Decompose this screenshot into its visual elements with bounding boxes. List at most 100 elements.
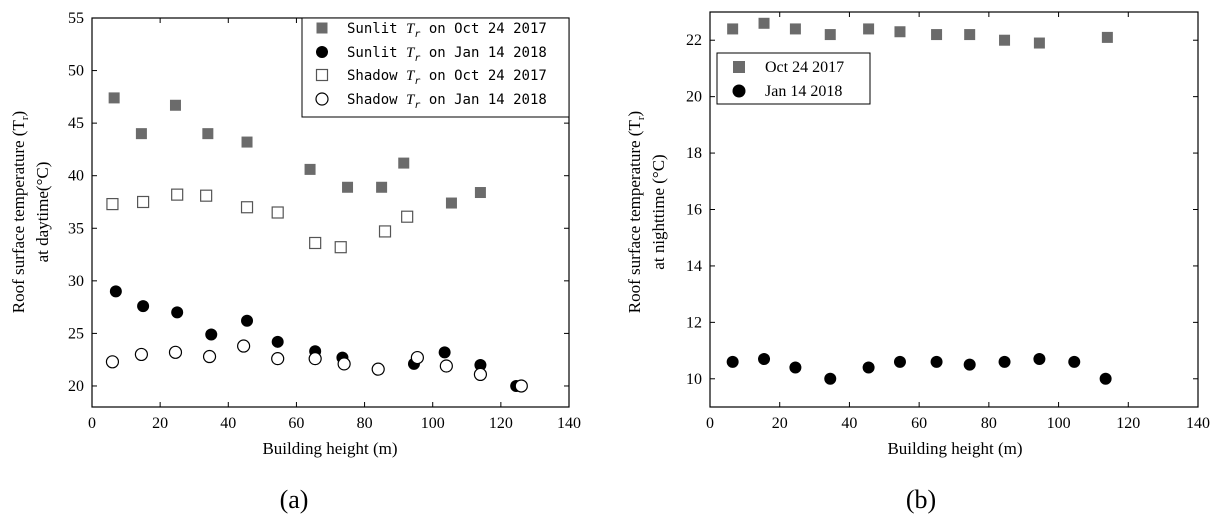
panel-a-series-2-point — [401, 210, 414, 223]
panel-b-ticks: 0 20 40 60 80 100 120 140 10 12 14 16 18 20 22 — [686, 12, 1210, 432]
panel-a-legend-label-3: Shadow Tr on Jan 14 2018 — [347, 92, 547, 111]
panel-b-series-1-point — [726, 355, 739, 368]
panel-a-series-3-point — [168, 345, 183, 359]
panel-b-series-0-point — [1101, 31, 1113, 43]
panel-b-y-tick-label: 18 — [686, 145, 702, 162]
panel-b-series-1-point — [930, 355, 943, 368]
panel-a-series-3-point — [105, 355, 120, 369]
panel-a-y-tick-label: 20 — [68, 378, 84, 395]
panel-b-legend-label-0: Oct 24 2017 — [765, 59, 844, 76]
panel-a-legend-marker-0 — [316, 22, 328, 34]
panel-b-series-1-point — [862, 361, 875, 374]
panel-a-series-3-point — [473, 367, 488, 382]
panel-a-series-1-point — [171, 306, 184, 319]
panel-b-series-0-point — [999, 34, 1011, 46]
panel-b-series-1-point — [758, 353, 771, 366]
panel-b-data-marks — [726, 17, 1113, 385]
panel-a-series-0-point — [202, 128, 214, 140]
panel-b-series-1-point — [1068, 355, 1081, 368]
panel-a-x-tick-label: 20 — [152, 415, 168, 432]
panel-a-series-1-point — [438, 346, 451, 359]
panel-a-ticks: 0 20 40 60 80 100 120 140 20 25 30 35 40 45 50 55 — [68, 10, 581, 432]
panel-b-x-tick-label: 0 — [706, 415, 714, 432]
panel-a-x-tick-label: 60 — [288, 415, 304, 432]
panel-a-series-2-point — [334, 241, 347, 254]
panel-a-series-1-point — [205, 328, 218, 341]
panel-b-x-tick-label: 140 — [1186, 415, 1210, 432]
panel-b-series-1-point — [824, 372, 837, 385]
panel-a-x-tick-label: 40 — [220, 415, 236, 432]
panel-b-label: (b) — [906, 485, 936, 514]
chart-panel-a: 0 20 40 60 80 100 120 140 20 25 30 35 40 45 50 55 Build… — [9, 10, 581, 514]
panel-a-y-tick-label: 45 — [68, 115, 84, 132]
panel-a-y-axis-title-line2: at daytime(°C) — [33, 162, 52, 263]
panel-b-series-0-point — [758, 17, 770, 29]
panel-b-x-axis-title: Building height (m) — [887, 439, 1022, 458]
panel-b-x-tick-label: 40 — [841, 415, 857, 432]
panel-a-legend-label-1: Sunlit Tr on Jan 14 2018 — [347, 45, 547, 64]
panel-b-series-1-point — [789, 361, 802, 374]
panel-a-series-3-point — [439, 359, 453, 373]
panel-a-series-3-point — [271, 352, 285, 366]
panel-b-y-tick-label: 20 — [686, 89, 702, 106]
panel-b-x-tick-label: 80 — [981, 415, 997, 432]
panel-a-series-2-point — [137, 195, 150, 209]
panel-a-x-tick-label: 120 — [489, 415, 513, 432]
panel-a-series-0-point — [135, 128, 147, 140]
panel-b-series-1-point — [893, 355, 906, 368]
panel-b-series-0-point — [931, 29, 943, 41]
panel-a-series-3-point — [337, 357, 351, 371]
panel-b-series-0-point — [1033, 37, 1045, 49]
panel-a-series-0-point — [342, 181, 354, 193]
panel-b-series-1-point — [1033, 353, 1046, 366]
panel-b-series-1-point — [963, 358, 976, 371]
panel-b-x-tick-label: 100 — [1047, 415, 1071, 432]
panel-a-series-1-point — [137, 300, 150, 313]
panel-b-series-0-point — [727, 23, 739, 35]
panel-a-y-tick-label: 50 — [68, 63, 84, 80]
panel-a-y-tick-label: 25 — [68, 325, 84, 342]
panel-b-x-tick-label: 120 — [1116, 415, 1140, 432]
panel-a-series-1-point — [109, 285, 122, 298]
panel-a-series-1-point — [241, 314, 254, 327]
panel-a-series-3-point — [514, 379, 528, 393]
panel-a-legend-marker-1 — [316, 46, 328, 58]
panel-b-series-0-point — [824, 29, 836, 41]
panel-a-series-3-point — [134, 347, 149, 362]
panel-a-data-marks — [105, 92, 528, 393]
panel-a-legend-box — [301, 17, 570, 118]
panel-a-x-tick-label: 80 — [357, 415, 373, 432]
panel-b-series-0-point — [894, 26, 906, 38]
panel-a-series-2-point — [200, 189, 213, 202]
panel-b-series-0-point — [964, 29, 976, 41]
panel-b-y-tick-label: 22 — [686, 32, 702, 49]
panel-b-series-1-point — [1099, 372, 1112, 385]
panel-a-legend-label-2: Shadow Tr on Oct 24 2017 — [347, 68, 547, 87]
panel-a-series-0-point — [445, 197, 457, 209]
panel-a-x-tick-label: 100 — [421, 415, 445, 432]
panel-b-y-tick-label: 16 — [686, 202, 702, 219]
panel-a-series-2-point — [309, 236, 322, 250]
panel-a-series-0-point — [376, 181, 388, 193]
panel-a-legend-marker-2 — [315, 68, 329, 82]
panel-a-y-tick-label: 30 — [68, 273, 84, 290]
panel-b-y-tick-label: 10 — [686, 371, 702, 388]
panel-a-series-3-point — [202, 349, 217, 364]
panel-a-series-0-point — [398, 157, 410, 169]
panel-b-series-0-point — [863, 23, 875, 35]
panel-b-legend: Oct 24 2017 Jan 14 2018 — [716, 52, 871, 105]
panel-a-x-tick-label: 0 — [88, 415, 96, 432]
panel-b-y-tick-label: 14 — [686, 258, 702, 275]
panel-a-series-0-point — [474, 187, 486, 199]
panel-b-legend-marker-1 — [732, 84, 746, 98]
panel-a-label: (a) — [280, 485, 309, 514]
panel-b-x-tick-label: 20 — [772, 415, 788, 432]
panel-a-y-tick-label: 35 — [68, 220, 84, 237]
panel-a-series-0-point — [169, 99, 181, 111]
panel-a-series-1-point — [474, 358, 487, 371]
panel-a-x-axis-title: Building height (m) — [262, 439, 397, 458]
panel-b-y-axis-title-line2: at nighttime (°C) — [649, 154, 668, 269]
panel-a-legend: Sunlit Tr on Oct 24 2017 Sunlit Tr on Jan… — [301, 17, 570, 118]
panel-a-series-3-point — [308, 352, 322, 366]
